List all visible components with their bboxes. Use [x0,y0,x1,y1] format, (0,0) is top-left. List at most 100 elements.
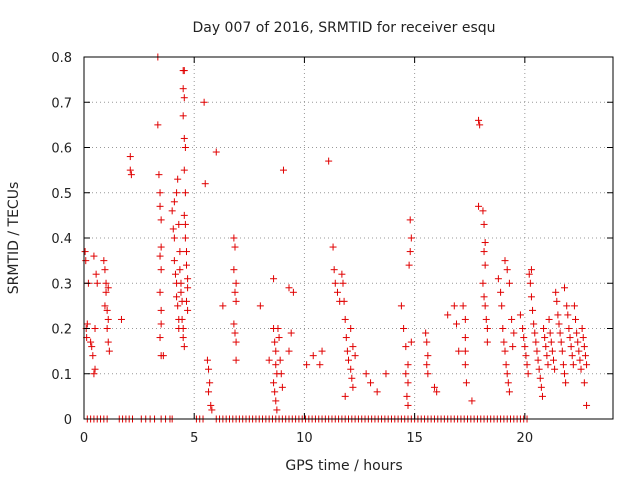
data-point [208,406,216,414]
data-point [558,347,566,355]
data-point [92,270,100,278]
data-point [406,216,414,224]
data-point [552,288,560,296]
data-point [174,302,182,310]
data-point [274,325,282,332]
data-point [278,383,286,391]
data-point [156,202,164,210]
data-point [82,257,90,265]
data-point [170,257,178,265]
data-point [93,279,101,287]
data-point [406,248,414,256]
data-point [543,352,551,360]
data-point [157,243,165,251]
data-point [348,374,356,382]
data-point [316,361,324,369]
data-point [373,388,381,396]
data-point [367,379,375,387]
data-point [404,401,412,409]
y-tick-label: 0 [64,413,72,428]
data-point [422,329,430,337]
data-point [91,325,99,332]
data-point [433,388,441,396]
data-point [173,189,181,197]
data-point [279,166,287,174]
data-point [338,270,346,278]
data-point [329,243,337,251]
data-point [553,297,561,305]
data-points [81,53,591,423]
data-point [516,311,524,319]
data-point [461,315,469,323]
data-point [382,370,390,378]
y-tick-label: 0.5 [51,187,72,202]
data-point [530,320,538,328]
data-point [156,189,164,197]
data-point [503,370,511,378]
data-point [580,379,588,387]
data-point [117,315,125,323]
data-point [483,338,491,346]
data-point [170,234,178,242]
data-point [157,266,165,274]
data-point [203,356,211,364]
data-point [564,311,572,319]
data-point [537,383,545,391]
data-point [156,334,164,342]
data-point [405,261,413,269]
data-point [546,329,554,337]
data-point [104,315,112,323]
data-point [462,379,470,387]
data-point [403,392,411,400]
data-point [179,325,187,332]
data-point [230,266,238,274]
data-point [179,334,187,342]
data-point [232,356,240,364]
data-point [523,361,531,369]
data-point [101,266,109,274]
data-point [101,302,109,310]
data-point [270,379,278,387]
data-point [182,261,190,269]
data-point [480,293,488,301]
data-point [450,302,458,310]
y-tick-label: 0.7 [51,96,72,111]
y-tick-label: 0.6 [51,142,72,157]
data-point [219,302,227,310]
data-point [181,220,189,228]
data-point [482,315,490,323]
data-point [349,343,357,351]
data-point [83,320,91,328]
x-tick-label: 10 [296,431,313,446]
data-point [476,121,484,129]
data-point [583,401,591,409]
x-tick-label: 15 [406,431,423,446]
data-point [505,388,513,396]
data-point [205,388,213,396]
data-point [529,306,537,314]
data-point [184,306,192,314]
data-point [502,361,510,369]
data-point [519,325,527,332]
data-point [157,216,165,224]
data-point [331,279,339,287]
data-point [231,243,239,251]
data-point [573,329,581,337]
data-point [567,343,575,351]
data-point [556,329,564,337]
data-point [424,370,432,378]
data-point [468,397,476,405]
data-point [156,288,164,296]
data-point [402,343,410,351]
data-point [177,279,185,287]
data-point [100,257,108,265]
data-point [156,252,164,260]
data-point [481,261,489,269]
data-point [206,379,214,387]
data-point [430,383,438,391]
data-point [330,266,338,274]
data-point [270,275,278,283]
data-point [157,306,165,314]
data-point [178,315,186,323]
